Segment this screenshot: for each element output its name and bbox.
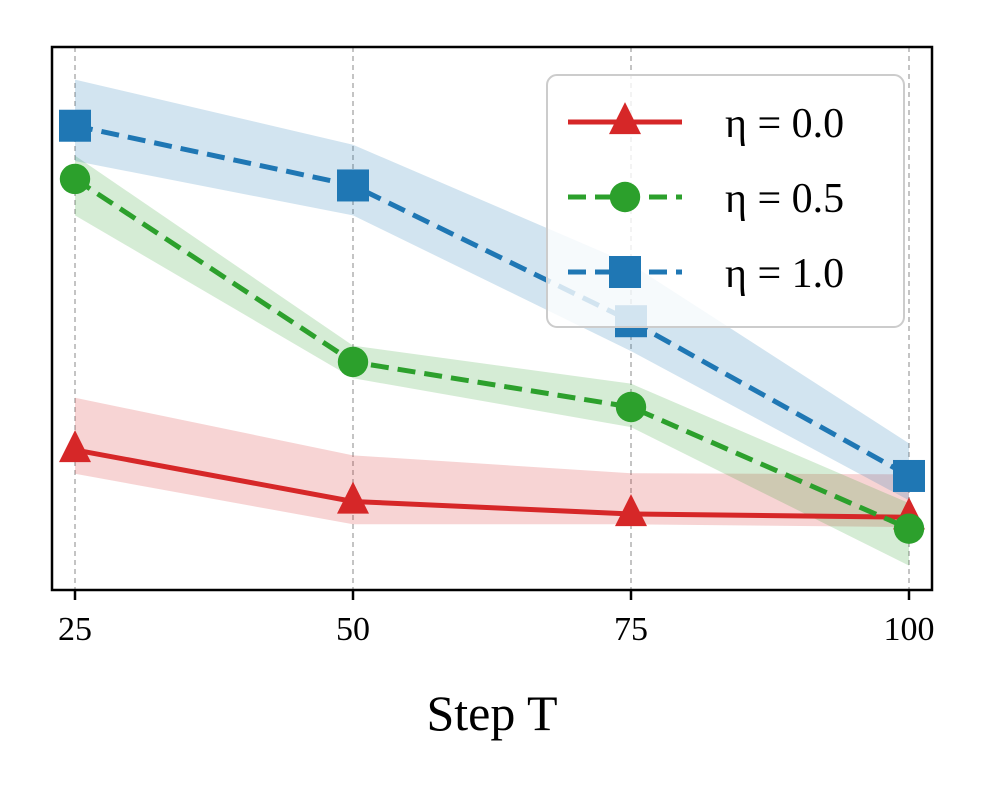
x-tick-label: 75 <box>614 611 648 648</box>
x-tick-label: 100 <box>884 611 935 648</box>
data-point-triangle <box>615 494 647 527</box>
series-line <box>73 176 911 531</box>
series-line <box>74 123 911 479</box>
data-point-square <box>609 256 641 288</box>
legend-label: η = 0.0 <box>725 101 844 147</box>
data-point-circle <box>609 181 641 213</box>
confidence-bands <box>75 79 909 566</box>
data-point-square <box>59 109 91 142</box>
series-lines <box>73 123 911 531</box>
legend: η = 0.0 η = 0.5 η = 1.0 <box>546 74 905 328</box>
x-axis-ticks: 25 50 75 100 <box>58 590 935 648</box>
data-point-circle <box>337 346 369 378</box>
data-point-circle <box>615 391 647 423</box>
data-point-circle <box>893 513 925 544</box>
data-point-square <box>337 169 369 202</box>
x-tick-label: 25 <box>58 611 92 648</box>
data-point-triangle <box>59 430 91 463</box>
confidence-band <box>75 79 909 501</box>
legend-label: η = 0.5 <box>725 176 844 222</box>
data-point-circle <box>59 163 91 195</box>
series-line <box>74 447 910 520</box>
legend-label: η = 1.0 <box>725 251 844 297</box>
data-point-triangle <box>609 102 641 135</box>
plot-frame <box>50 45 934 592</box>
x-tick-label: 50 <box>336 611 370 648</box>
data-point-triangle <box>337 481 369 514</box>
x-axis-label: Step T <box>426 685 557 741</box>
data-point-square <box>893 459 925 492</box>
confidence-band <box>75 397 909 528</box>
